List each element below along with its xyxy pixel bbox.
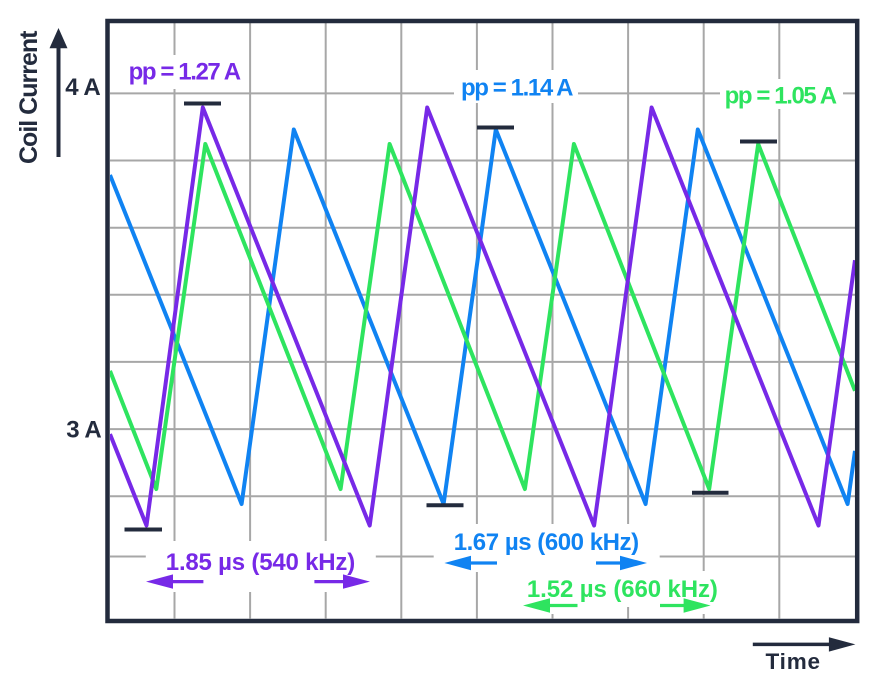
svg-text:1.52 µs (660 kHz): 1.52 µs (660 kHz) [527,576,718,603]
svg-text:Coil Current: Coil Current [15,30,43,164]
svg-text:Time: Time [766,649,821,674]
svg-text:pp = 1.05 A: pp = 1.05 A [725,83,837,110]
svg-text:1.67 µs (600 kHz): 1.67 µs (600 kHz) [454,529,639,556]
svg-text:pp = 1.14 A: pp = 1.14 A [461,75,573,102]
svg-text:1.85 µs (540 kHz): 1.85 µs (540 kHz) [166,549,355,576]
svg-text:pp = 1.27 A: pp = 1.27 A [129,59,241,86]
svg-text:3 A: 3 A [66,416,101,443]
svg-text:4 A: 4 A [65,74,100,101]
